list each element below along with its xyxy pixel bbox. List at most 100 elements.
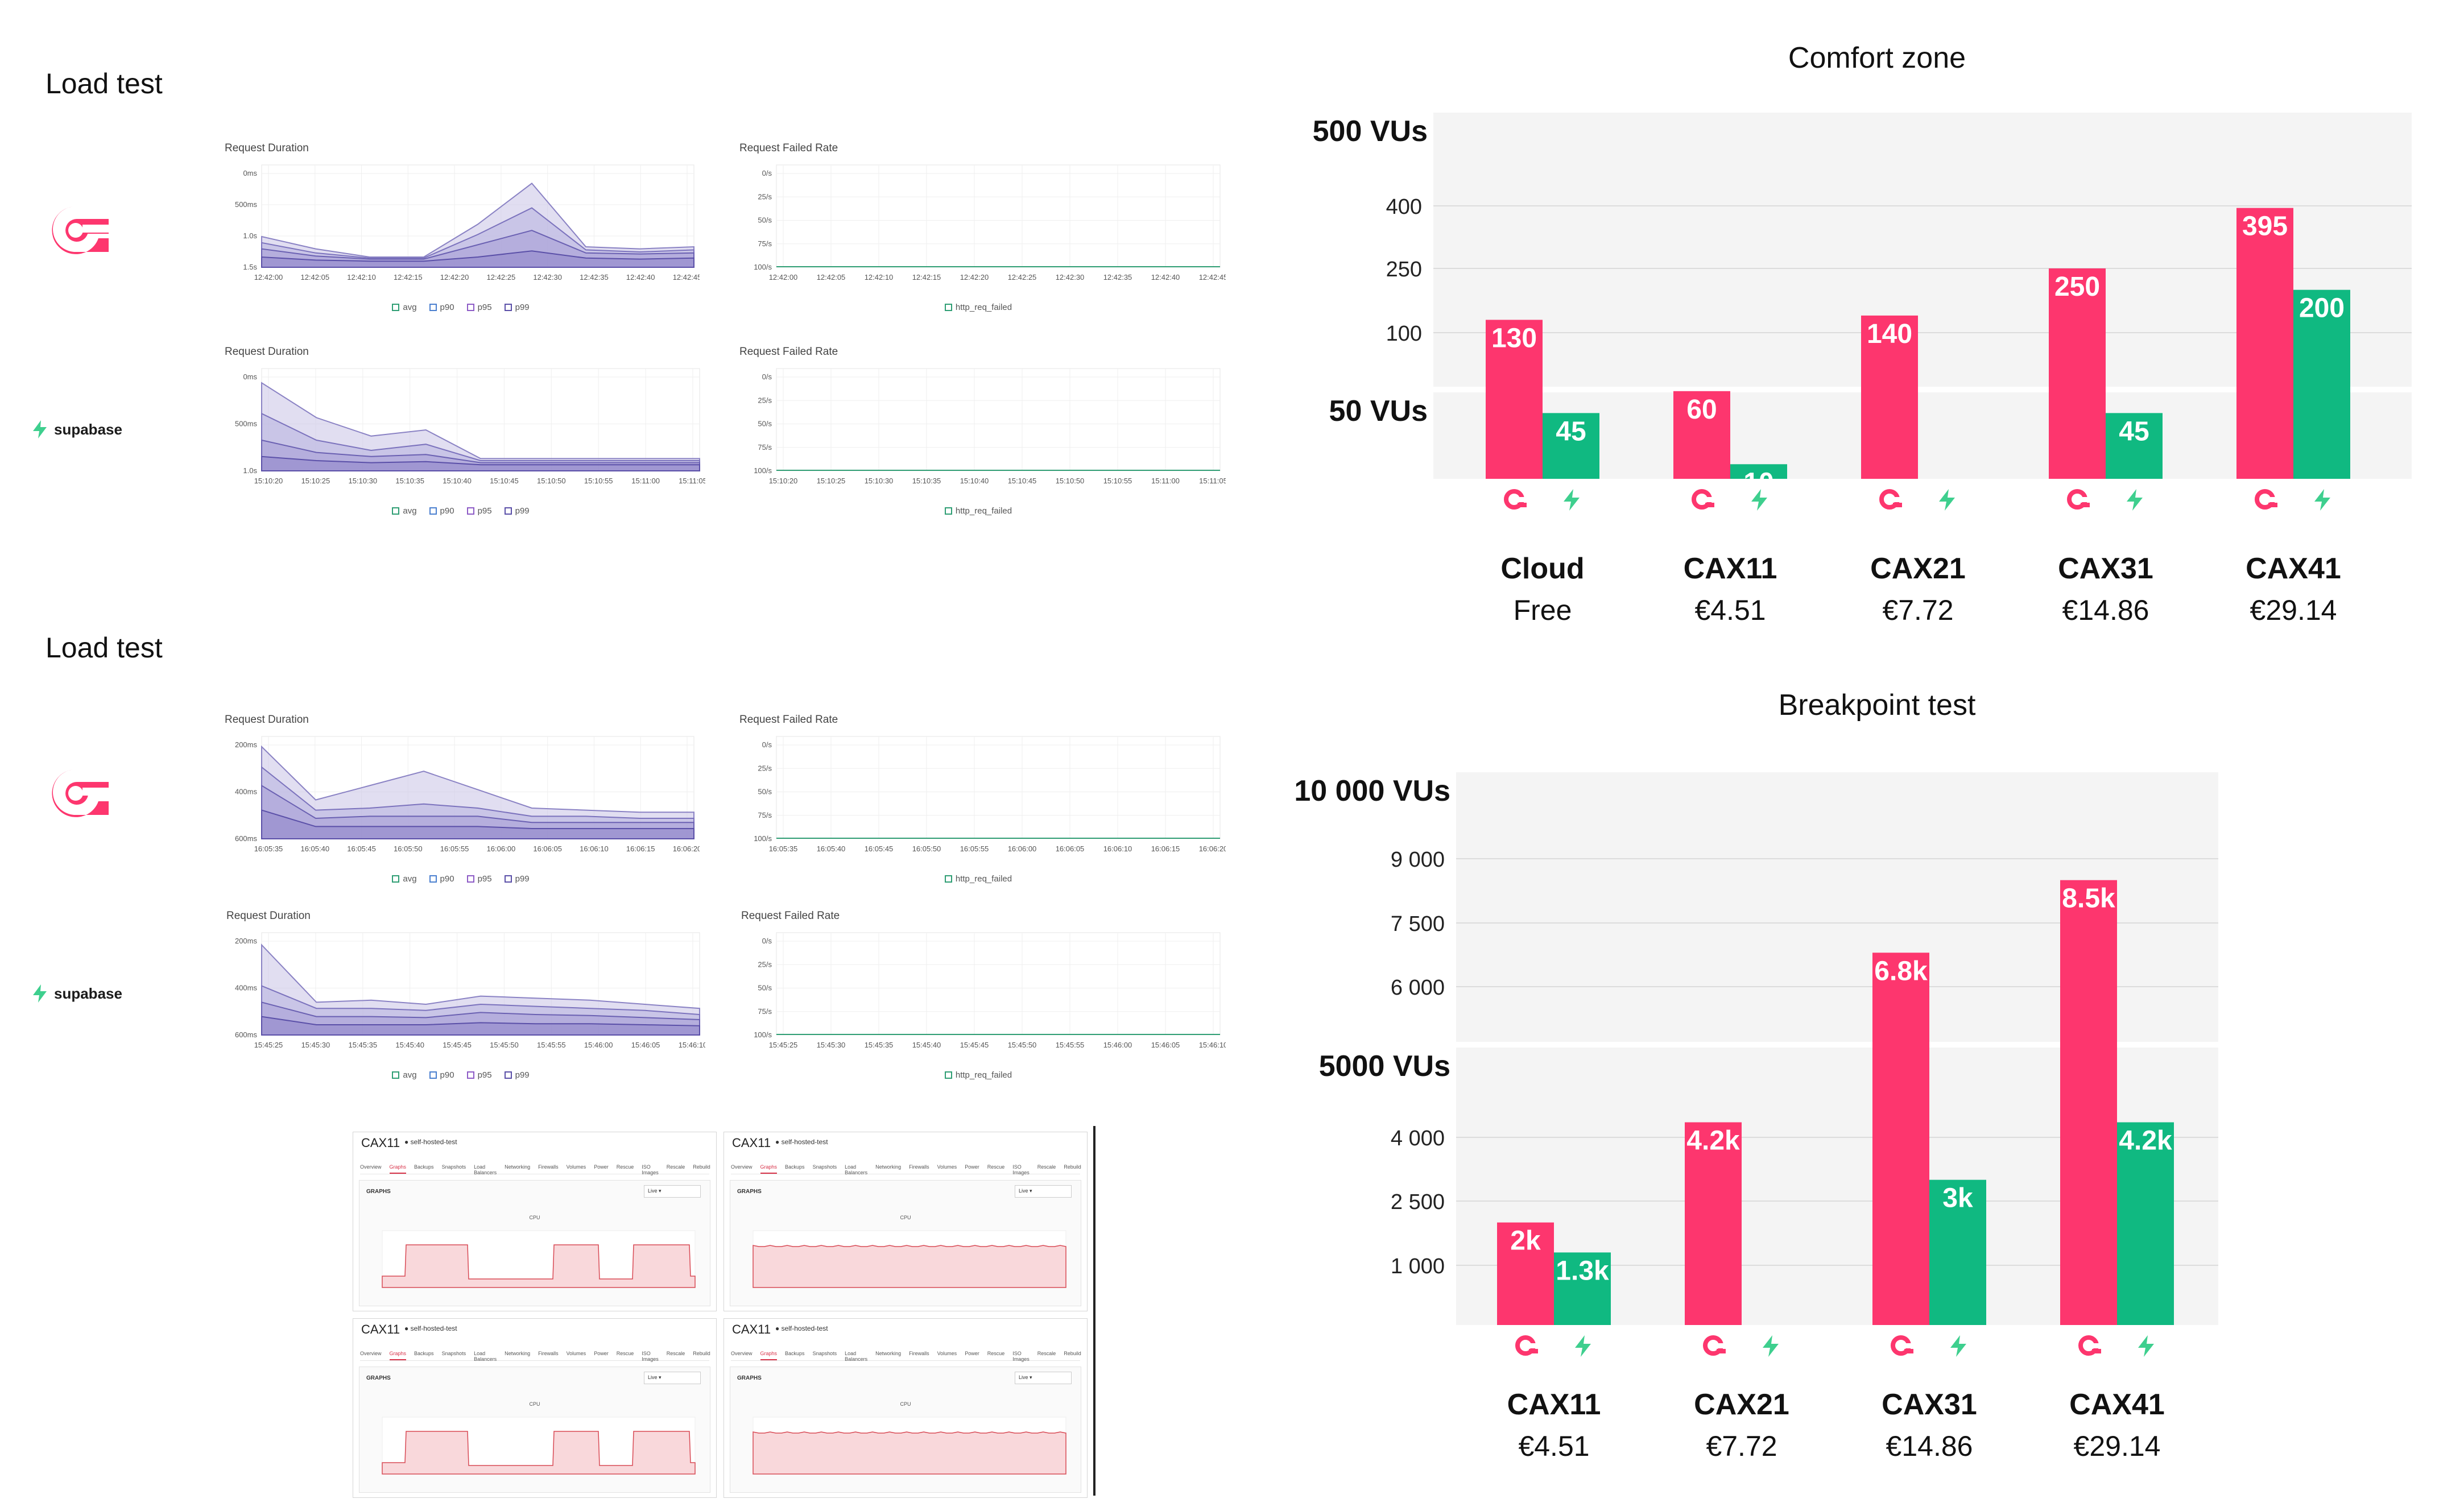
- x-tick-label: 15:10:30: [348, 477, 377, 485]
- tab-snapshots[interactable]: Snapshots: [441, 1351, 466, 1356]
- y-tick-label: 1.0s: [243, 466, 257, 475]
- tab-iso-images[interactable]: ISO Images: [1012, 1164, 1030, 1175]
- supabase-icon: [2314, 489, 2330, 511]
- x-tick-label: 16:06:00: [1008, 844, 1037, 853]
- y-tick-label: 6 000: [1391, 976, 1445, 1000]
- x-category-price: €7.72: [1882, 594, 1954, 626]
- bar-value-label: 4.2k: [2119, 1126, 2172, 1156]
- tab-rescue[interactable]: Rescue: [616, 1164, 634, 1170]
- x-category-name: CAX31: [1882, 1388, 1977, 1421]
- time-range-select[interactable]: Live ▾: [644, 1185, 701, 1198]
- tab-overview[interactable]: Overview: [731, 1351, 753, 1356]
- tab-volumes[interactable]: Volumes: [937, 1164, 957, 1170]
- tab-snapshots[interactable]: Snapshots: [812, 1164, 837, 1170]
- x-tick-label: 15:11:00: [1151, 477, 1180, 485]
- tab-rescue[interactable]: Rescue: [616, 1351, 634, 1356]
- tab-iso-images[interactable]: ISO Images: [642, 1164, 659, 1175]
- tab-overview[interactable]: Overview: [360, 1164, 382, 1170]
- legend-item: avg: [392, 303, 417, 312]
- tab-networking[interactable]: Networking: [505, 1164, 531, 1170]
- tab-power[interactable]: Power: [965, 1164, 979, 1170]
- tab-backups[interactable]: Backups: [785, 1351, 805, 1356]
- tab-power[interactable]: Power: [965, 1351, 979, 1356]
- tab-networking[interactable]: Networking: [505, 1351, 531, 1356]
- tab-rebuild[interactable]: Rebuild: [693, 1351, 710, 1356]
- tab-firewalls[interactable]: Firewalls: [538, 1164, 559, 1170]
- tab-rescue[interactable]: Rescue: [987, 1351, 1005, 1356]
- x-tick-label: 15:45:30: [301, 1041, 330, 1049]
- tab-load-balancers[interactable]: Load Balancers: [845, 1164, 868, 1175]
- tab-rescale[interactable]: Rescale: [1037, 1164, 1056, 1170]
- tab-rescale[interactable]: Rescale: [666, 1164, 685, 1170]
- legend-item: http_req_failed: [944, 506, 1012, 516]
- y-tick-label: 0/s: [762, 372, 772, 381]
- tab-power[interactable]: Power: [594, 1351, 609, 1356]
- tab-graphs[interactable]: Graphs: [389, 1351, 407, 1360]
- time-range-select[interactable]: Live ▾: [1015, 1372, 1072, 1384]
- tab-rescue[interactable]: Rescue: [987, 1164, 1005, 1170]
- supabase-icon: [1763, 1335, 1779, 1357]
- x-tick-label: 12:42:30: [1056, 273, 1085, 281]
- x-tick-label: 15:46:00: [584, 1041, 613, 1049]
- tab-volumes[interactable]: Volumes: [937, 1351, 957, 1356]
- y-tick-label: 1.5s: [243, 263, 257, 271]
- tab-rebuild[interactable]: Rebuild: [1064, 1164, 1081, 1170]
- x-tick-label: 16:05:35: [254, 844, 283, 853]
- plot-area: [776, 932, 1221, 1036]
- tab-snapshots[interactable]: Snapshots: [441, 1164, 466, 1170]
- tab-rebuild[interactable]: Rebuild: [1064, 1351, 1081, 1356]
- bar-supabase: [1543, 413, 1599, 479]
- x-tick-label: 15:46:00: [1103, 1041, 1132, 1049]
- x-tick-label: 15:45:25: [254, 1041, 283, 1049]
- tab-firewalls[interactable]: Firewalls: [538, 1351, 559, 1356]
- tab-iso-images[interactable]: ISO Images: [642, 1351, 659, 1362]
- tab-load-balancers[interactable]: Load Balancers: [474, 1164, 497, 1175]
- tab-rescale[interactable]: Rescale: [1037, 1351, 1056, 1356]
- tab-graphs[interactable]: Graphs: [389, 1164, 407, 1174]
- x-tick-label: 16:06:15: [626, 844, 655, 853]
- tab-load-balancers[interactable]: Load Balancers: [845, 1351, 868, 1362]
- request-duration-chart: 15:10:20 15:10:25 15:10:30 15:10:35 15:10:40…: [222, 363, 705, 499]
- tab-power[interactable]: Power: [594, 1164, 609, 1170]
- tab-backups[interactable]: Backups: [414, 1351, 434, 1356]
- series-area: [261, 809, 694, 839]
- x-category-price: €29.14: [2073, 1430, 2161, 1462]
- legend-item: avg: [392, 1070, 417, 1080]
- tab-iso-images[interactable]: ISO Images: [1012, 1351, 1030, 1362]
- x-tick-label: 15:10:35: [395, 477, 424, 485]
- server-screenshot: CAX11 ● self-hosted-test Overview Graphs Bac…: [353, 1318, 717, 1498]
- x-tick-label: 12:42:05: [817, 273, 846, 281]
- plot-area: [776, 736, 1221, 839]
- x-tick-label: 16:06:10: [580, 844, 609, 853]
- bar-appwrite: [1673, 391, 1730, 479]
- x-tick-label: 15:10:20: [254, 477, 283, 485]
- tab-backups[interactable]: Backups: [414, 1164, 434, 1170]
- tab-volumes[interactable]: Volumes: [566, 1351, 586, 1356]
- tab-backups[interactable]: Backups: [785, 1164, 805, 1170]
- tab-rescale[interactable]: Rescale: [666, 1351, 685, 1356]
- time-range-select[interactable]: Live ▾: [1015, 1185, 1072, 1198]
- tab-graphs[interactable]: Graphs: [760, 1351, 778, 1360]
- appwrite-icon: [1891, 1335, 1913, 1356]
- tab-firewalls[interactable]: Firewalls: [909, 1164, 929, 1170]
- tab-graphs[interactable]: Graphs: [760, 1164, 778, 1174]
- x-tick-label: 16:06:05: [533, 844, 562, 853]
- appwrite-icon: [2255, 489, 2277, 510]
- tab-networking[interactable]: Networking: [875, 1351, 902, 1356]
- comfort-zone-chart: 500 VUs 50 VUs 100 250 400 130 45 60 10 140 250 45 3…: [1285, 102, 2423, 512]
- tab-load-balancers[interactable]: Load Balancers: [474, 1351, 497, 1362]
- tab-firewalls[interactable]: Firewalls: [909, 1351, 929, 1356]
- legend-item: p95: [466, 1070, 492, 1080]
- tab-volumes[interactable]: Volumes: [566, 1164, 586, 1170]
- appwrite-logo-icon: [43, 202, 111, 259]
- tab-overview[interactable]: Overview: [360, 1351, 382, 1356]
- tab-rebuild[interactable]: Rebuild: [693, 1164, 710, 1170]
- panel-title-duration: Request Duration: [225, 714, 309, 726]
- tab-overview[interactable]: Overview: [731, 1164, 753, 1170]
- tab-networking[interactable]: Networking: [875, 1164, 902, 1170]
- tab-snapshots[interactable]: Snapshots: [812, 1351, 837, 1356]
- x-tick-label: 15:10:30: [865, 477, 894, 485]
- time-range-select[interactable]: Live ▾: [644, 1372, 701, 1384]
- cpu-label: CPU: [900, 1401, 911, 1407]
- x-tick-label: 12:42:10: [865, 273, 894, 281]
